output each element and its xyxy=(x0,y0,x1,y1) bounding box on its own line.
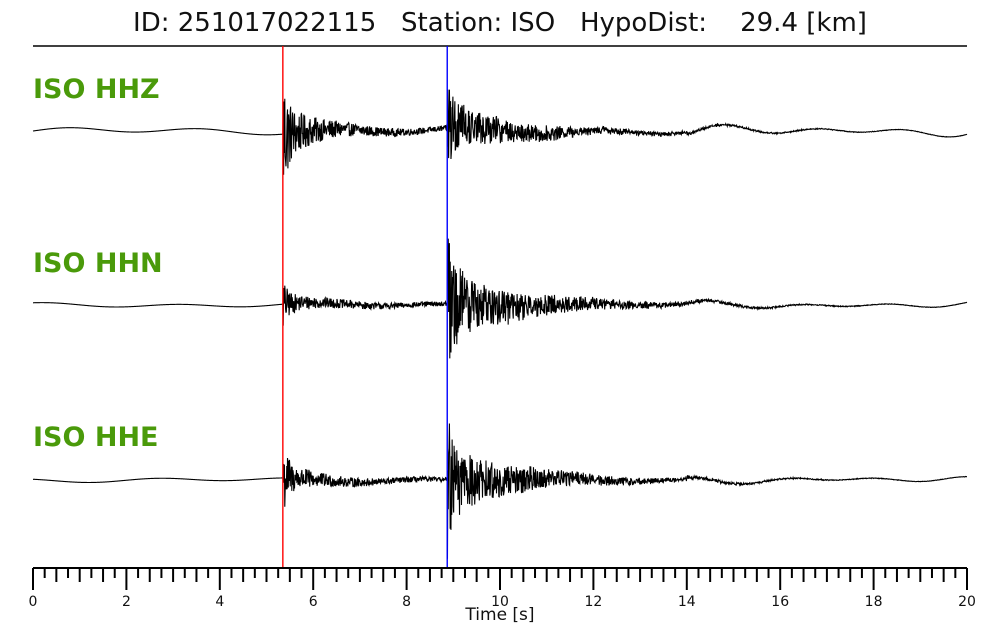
channel-label-hhz: ISO HHZ xyxy=(33,74,160,105)
x-tick-label: 4 xyxy=(215,594,224,610)
traces-group xyxy=(32,89,968,559)
x-tick-label: 8 xyxy=(402,594,411,610)
trace-3 xyxy=(32,423,968,559)
x-tick-label: 14 xyxy=(678,594,696,610)
x-tick-label: 6 xyxy=(309,594,318,610)
x-tick-label: 20 xyxy=(958,594,976,610)
x-tick-label: 0 xyxy=(29,594,38,610)
phase-picks xyxy=(282,46,448,568)
chart-title: ID: 251017022115 Station: ISO HypoDist: … xyxy=(133,8,867,38)
time-axis: 0 2 4 6 8 10 12 14 16 18 20 xyxy=(29,567,976,610)
channel-label-hhn: ISO HHN xyxy=(33,248,163,279)
x-axis-label: Time [s] xyxy=(465,605,535,625)
x-tick-label: 16 xyxy=(771,594,789,610)
x-tick-label: 12 xyxy=(584,594,602,610)
x-tick-label: 10 xyxy=(491,594,509,610)
x-tick-label: 18 xyxy=(865,594,883,610)
x-tick-label: 2 xyxy=(122,594,131,610)
trace-1 xyxy=(32,89,968,175)
trace-2 xyxy=(32,238,968,359)
channel-label-hhe: ISO HHE xyxy=(33,422,159,453)
